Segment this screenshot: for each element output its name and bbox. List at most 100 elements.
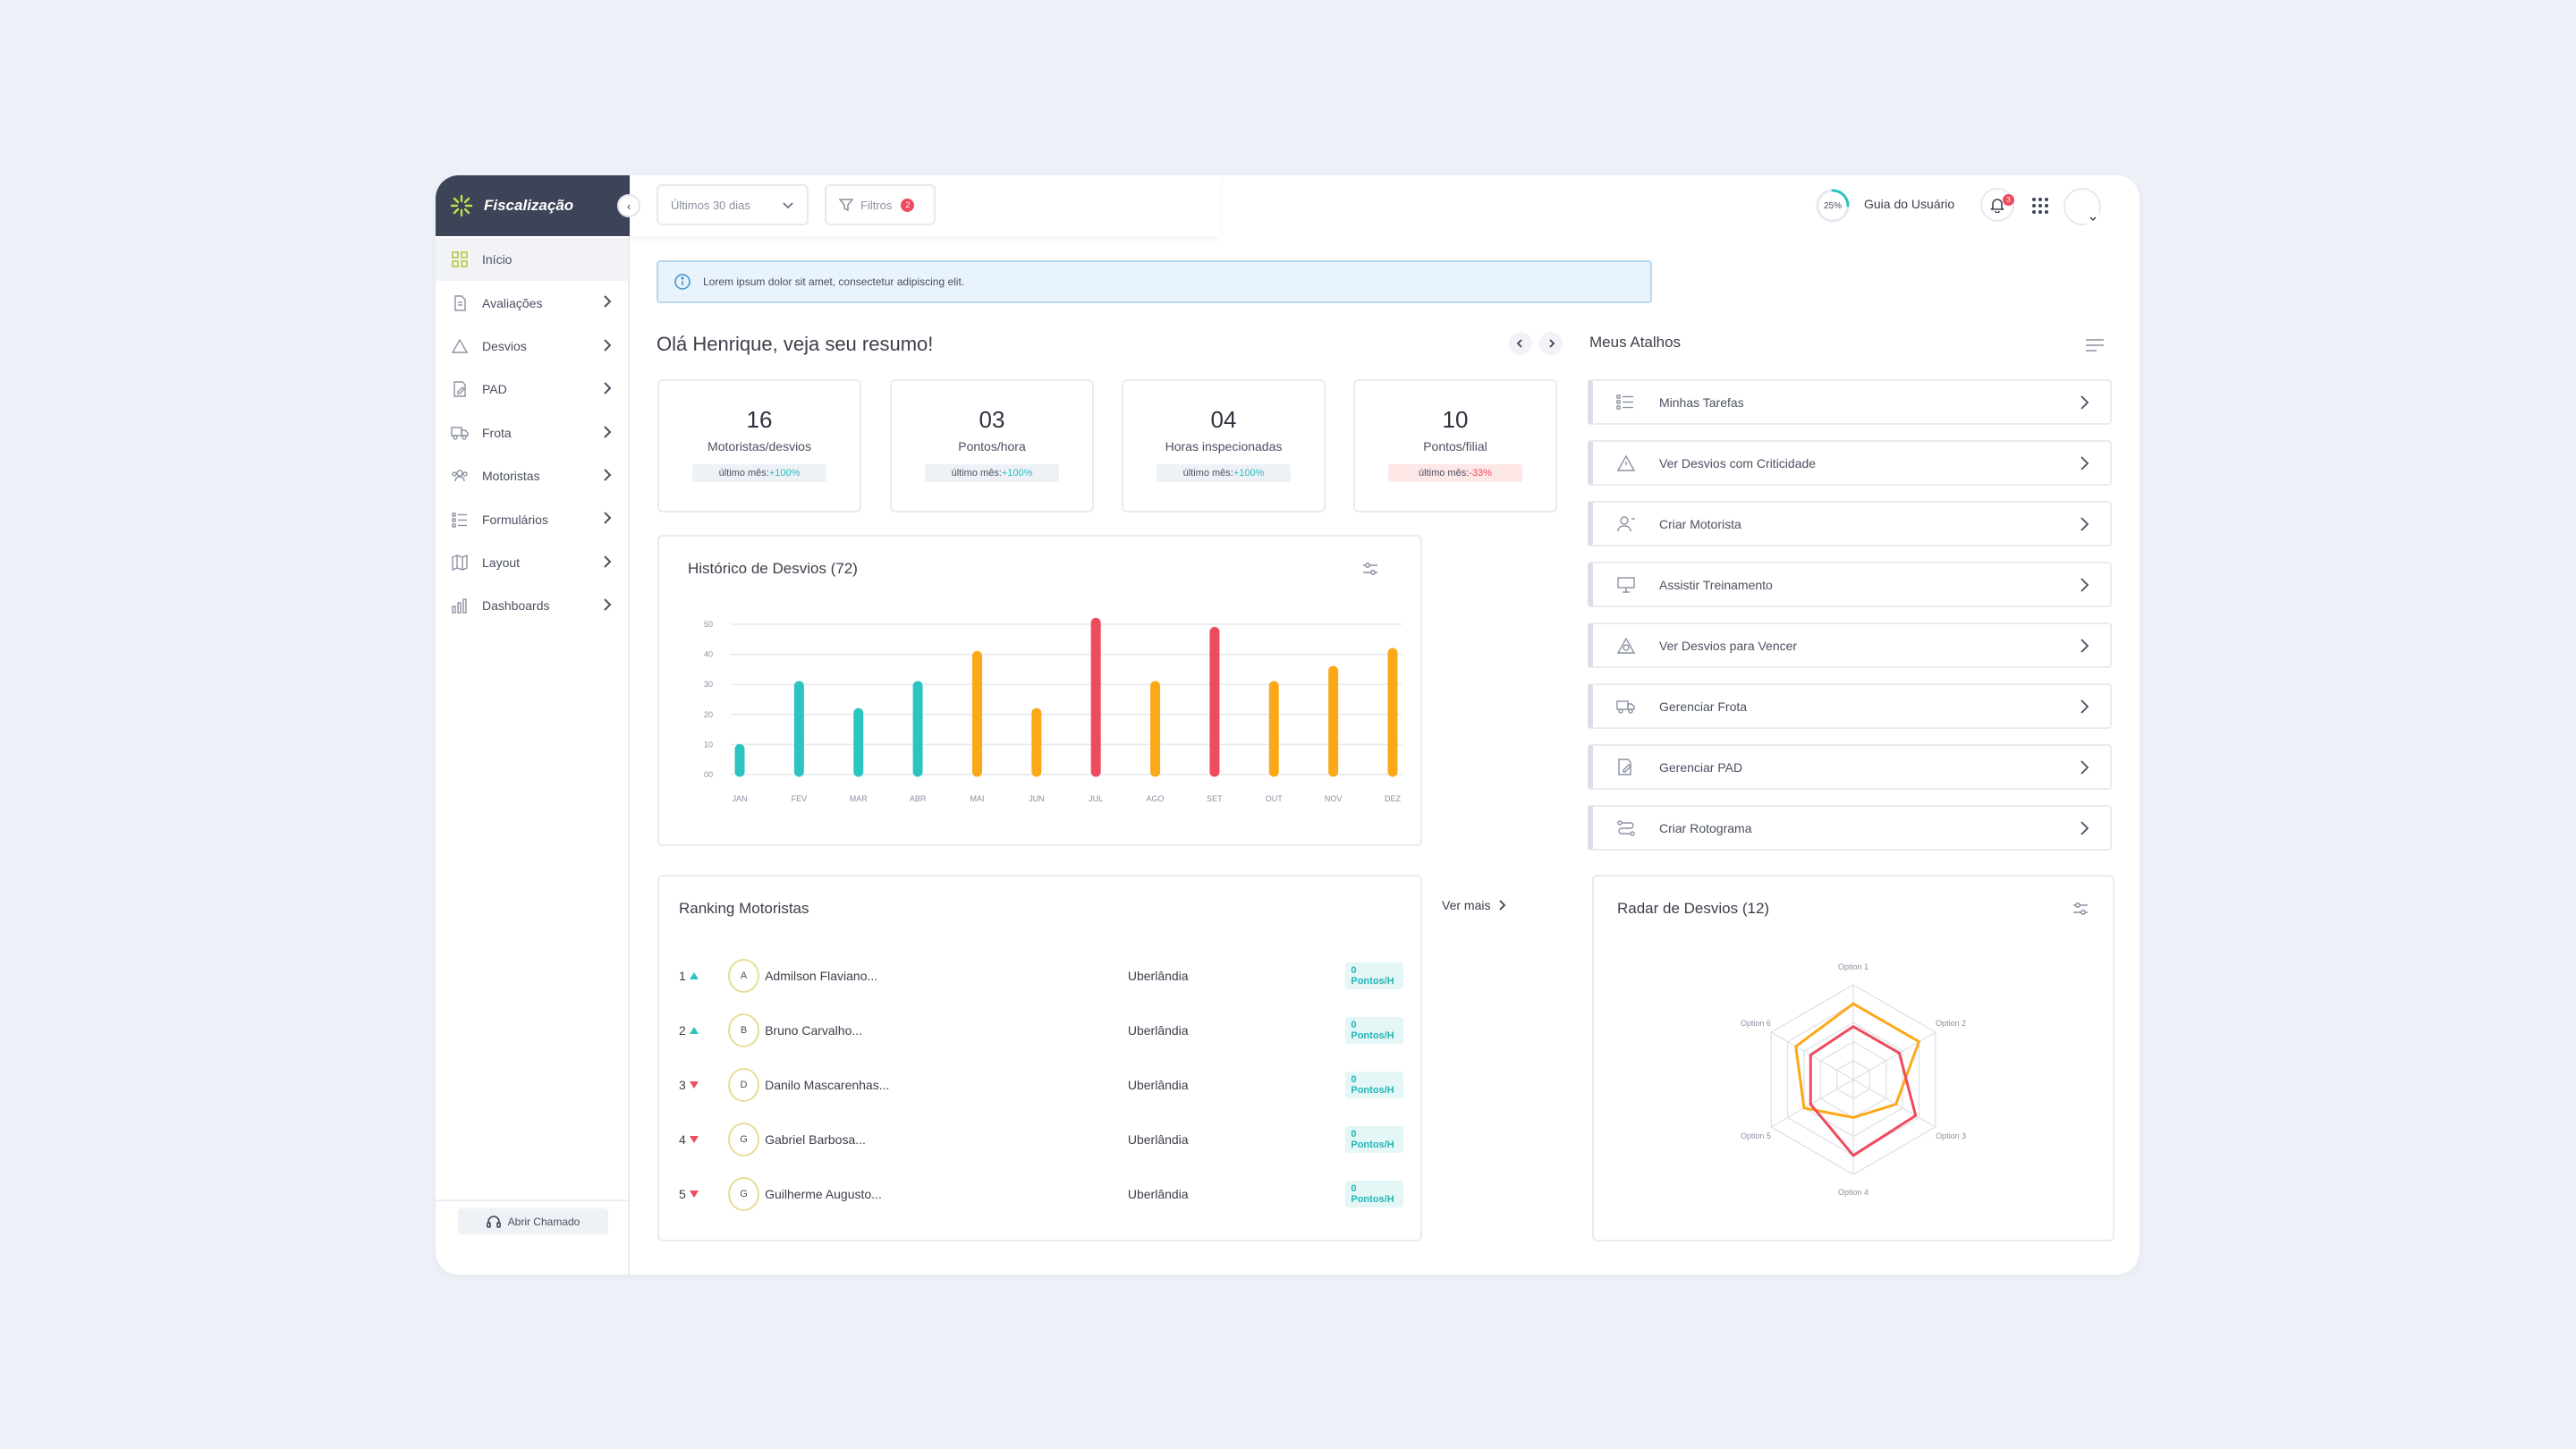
stat-delta: +100% bbox=[1001, 468, 1033, 479]
truck-icon bbox=[450, 423, 470, 443]
sidebar-item-label: Dashboards bbox=[482, 598, 550, 614]
settings-sliders-icon[interactable] bbox=[2072, 900, 2089, 918]
warning-icon bbox=[450, 336, 470, 356]
table-row[interactable]: 2 B Bruno Carvalho... Uberlândia 0 Ponto… bbox=[679, 1011, 1403, 1050]
radar-axis-label: Option 4 bbox=[1838, 1188, 1868, 1197]
x-tick-label: JAN bbox=[732, 794, 747, 803]
sidebar-item-label: Layout bbox=[482, 555, 521, 570]
chevron-right-icon bbox=[604, 295, 612, 309]
shortcut-item[interactable]: Ver Desvios com Criticidade bbox=[1588, 440, 2112, 486]
user-menu-chevron[interactable] bbox=[2085, 211, 2101, 227]
x-tick-label: DEZ bbox=[1385, 794, 1402, 803]
rank-position: 3 bbox=[679, 1078, 728, 1092]
radar-axis-label: Option 1 bbox=[1838, 962, 1868, 971]
stat-comparison: último mês: -33% bbox=[1388, 464, 1522, 482]
stat-card[interactable]: 04 Horas inspecionadas último mês: +100% bbox=[1122, 379, 1326, 513]
shortcut-item[interactable]: Criar Motorista bbox=[1588, 501, 2112, 547]
sidebar-item-dashboards[interactable]: Dashboards bbox=[436, 584, 628, 627]
shortcut-item[interactable]: Gerenciar Frota bbox=[1588, 683, 2112, 729]
shortcut-item[interactable]: Ver Desvios para Vencer bbox=[1588, 623, 2112, 668]
open-ticket-button[interactable]: Abrir Chamado bbox=[458, 1208, 608, 1234]
sidebar: Fiscalização ‹ Início Avaliações Desvios… bbox=[436, 175, 640, 1275]
user-guide-link[interactable]: Guia do Usuário bbox=[1864, 197, 1955, 211]
rank-position: 1 bbox=[679, 969, 728, 983]
list-icon bbox=[1616, 394, 1633, 410]
avatar: B bbox=[727, 1013, 760, 1047]
sidebar-item-label: Formulários bbox=[482, 512, 548, 527]
settings-sliders-icon[interactable] bbox=[1361, 560, 1379, 578]
sidebar-item-layout[interactable]: Layout bbox=[436, 541, 628, 584]
filters-button[interactable]: Filtros 2 bbox=[825, 184, 936, 225]
stat-card[interactable]: 10 Pontos/filial último mês: -33% bbox=[1353, 379, 1557, 513]
collapse-sidebar-button[interactable]: ‹ bbox=[617, 194, 640, 217]
driver-city: Uberlândia bbox=[1127, 1078, 1189, 1092]
top-bar: Últimos 30 dias Filtros 2 25% Guia do Us… bbox=[630, 175, 2140, 236]
stat-delta: +100% bbox=[768, 468, 801, 479]
table-row[interactable]: 3 D Danilo Mascarenhas... Uberlândia 0 P… bbox=[679, 1065, 1403, 1105]
stat-comparison: último mês: +100% bbox=[692, 464, 826, 482]
arrow-down-icon bbox=[689, 1136, 699, 1143]
stat-value: 04 bbox=[1210, 406, 1237, 433]
shortcut-item[interactable]: Gerenciar PAD bbox=[1588, 744, 2112, 790]
stat-label: Horas inspecionadas bbox=[1165, 439, 1283, 453]
history-chart-title: Histórico de Desvios (72) bbox=[688, 560, 858, 577]
stat-comparison-prefix: último mês: bbox=[1182, 468, 1233, 479]
y-tick-label: 20 bbox=[704, 710, 713, 719]
previous-button[interactable] bbox=[1509, 332, 1532, 355]
arrow-down-icon bbox=[689, 1081, 699, 1089]
brand-name: Fiscalização bbox=[484, 197, 574, 214]
chevron-right-icon bbox=[604, 512, 612, 525]
onboarding-progress[interactable]: 25% bbox=[1815, 188, 1851, 224]
shortcut-item[interactable]: Assistir Treinamento bbox=[1588, 562, 2112, 607]
sidebar-item-motoristas[interactable]: Motoristas bbox=[436, 454, 628, 497]
shortcut-label: Ver Desvios com Criticidade bbox=[1659, 455, 1817, 470]
driver-name: Admilson Flaviano... bbox=[765, 969, 878, 983]
shortcut-item[interactable]: Criar Rotograma bbox=[1588, 805, 2112, 851]
sort-list-icon[interactable] bbox=[2084, 336, 2106, 354]
sidebar-item-pad[interactable]: PAD bbox=[436, 368, 628, 411]
stat-card[interactable]: 03 Pontos/hora último mês: +100% bbox=[890, 379, 1094, 513]
presentation-icon bbox=[1617, 576, 1635, 593]
sidebar-item-desvios[interactable]: Desvios bbox=[436, 325, 628, 368]
date-range-select[interactable]: Últimos 30 dias bbox=[657, 184, 809, 225]
table-row[interactable]: 4 G Gabriel Barbosa... Uberlândia 0 Pont… bbox=[679, 1120, 1403, 1159]
rank-number: 1 bbox=[679, 969, 686, 983]
table-row[interactable]: 1 A Admilson Flaviano... Uberlândia 0 Po… bbox=[679, 956, 1403, 996]
shortcut-item[interactable]: Minhas Tarefas bbox=[1588, 379, 2112, 425]
chevron-right-icon bbox=[2080, 578, 2089, 592]
see-more-link[interactable]: Ver mais bbox=[1442, 898, 1506, 912]
driver-name: Bruno Carvalho... bbox=[765, 1023, 863, 1038]
arrow-up-icon bbox=[689, 1027, 699, 1034]
brand-header[interactable]: Fiscalização bbox=[436, 175, 630, 236]
table-row[interactable]: 5 G Guilherme Augusto... Uberlândia 0 Po… bbox=[679, 1174, 1403, 1214]
x-tick-label: NOV bbox=[1325, 794, 1343, 803]
stats-carousel-nav bbox=[1509, 332, 1563, 355]
next-button[interactable] bbox=[1539, 332, 1563, 355]
sidebar-item-inicio[interactable]: Início bbox=[436, 238, 628, 282]
rank-number: 2 bbox=[679, 1023, 686, 1038]
chevron-right-icon bbox=[1499, 900, 1506, 911]
sidebar-item-frota[interactable]: Frota bbox=[436, 411, 628, 454]
user-avatar[interactable] bbox=[2063, 188, 2101, 225]
stat-value: 16 bbox=[746, 406, 773, 433]
y-tick-label: 30 bbox=[704, 680, 713, 689]
points-badge: 0 Pontos/H bbox=[1345, 962, 1403, 989]
chevron-right-icon bbox=[1549, 339, 1555, 348]
sidebar-item-formularios[interactable]: Formulários bbox=[436, 497, 628, 540]
edit-document-icon bbox=[1618, 758, 1631, 775]
x-tick-label: JUL bbox=[1089, 794, 1103, 803]
logo-icon bbox=[450, 194, 473, 217]
chevron-right-icon bbox=[2080, 517, 2089, 531]
filter-icon bbox=[839, 199, 853, 212]
stat-card[interactable]: 16 Motoristas/desvios último mês: +100% bbox=[657, 379, 861, 513]
shortcut-label: Criar Motorista bbox=[1659, 516, 1741, 531]
notifications-button[interactable]: 3 bbox=[1980, 188, 2014, 222]
chevron-right-icon bbox=[604, 555, 612, 568]
y-tick-label: 00 bbox=[704, 770, 713, 779]
radar-series bbox=[1794, 1002, 1920, 1119]
avatar: D bbox=[727, 1068, 760, 1102]
sidebar-item-avaliacoes[interactable]: Avaliações bbox=[436, 281, 628, 324]
chevron-right-icon bbox=[604, 339, 612, 352]
apps-grid-icon[interactable] bbox=[2031, 197, 2049, 215]
points-badge: 0 Pontos/H bbox=[1345, 1072, 1403, 1098]
